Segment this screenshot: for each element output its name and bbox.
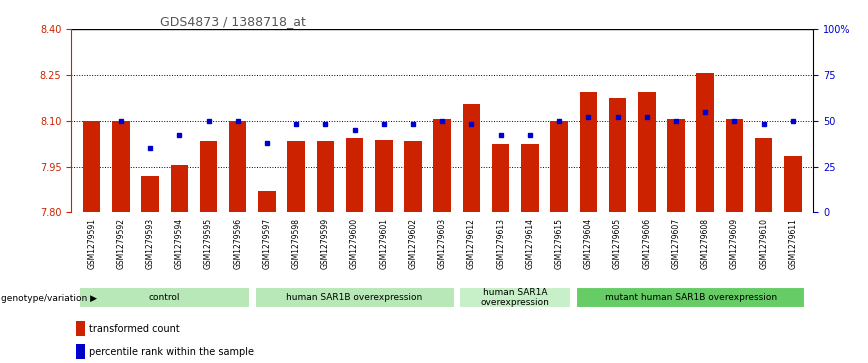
- Bar: [550, 121, 568, 212]
- Bar: [784, 156, 802, 212]
- Bar: [696, 73, 714, 212]
- Bar: [463, 104, 480, 212]
- Text: GSM1279599: GSM1279599: [321, 218, 330, 269]
- Text: GSM1279598: GSM1279598: [292, 218, 300, 269]
- Text: GSM1279594: GSM1279594: [174, 218, 184, 269]
- Bar: [638, 92, 655, 212]
- Bar: [141, 176, 159, 212]
- Bar: [170, 165, 188, 212]
- Text: human SAR1B overexpression: human SAR1B overexpression: [286, 293, 423, 302]
- Bar: [608, 98, 627, 212]
- Text: GSM1279593: GSM1279593: [146, 218, 155, 269]
- Text: GSM1279603: GSM1279603: [437, 218, 447, 269]
- Text: GSM1279602: GSM1279602: [409, 218, 418, 269]
- Text: GSM1279607: GSM1279607: [672, 218, 681, 269]
- Bar: [345, 138, 364, 212]
- Bar: [492, 144, 510, 212]
- Bar: [521, 144, 539, 212]
- Text: GSM1279608: GSM1279608: [700, 218, 710, 269]
- Text: GSM1279613: GSM1279613: [496, 218, 505, 269]
- Text: control: control: [149, 293, 181, 302]
- FancyBboxPatch shape: [576, 287, 806, 308]
- Bar: [76, 344, 85, 359]
- Bar: [317, 140, 334, 212]
- Text: genotype/variation ▶: genotype/variation ▶: [1, 294, 97, 303]
- Bar: [287, 140, 305, 212]
- Text: GSM1279610: GSM1279610: [760, 218, 768, 269]
- Text: GSM1279596: GSM1279596: [233, 218, 242, 269]
- Text: GSM1279615: GSM1279615: [555, 218, 563, 269]
- Bar: [229, 121, 247, 212]
- Bar: [258, 191, 276, 212]
- Bar: [200, 140, 217, 212]
- Text: GSM1279601: GSM1279601: [379, 218, 388, 269]
- Bar: [404, 140, 422, 212]
- Text: human SAR1A
overexpression: human SAR1A overexpression: [481, 288, 549, 307]
- Bar: [433, 119, 451, 212]
- Text: GSM1279600: GSM1279600: [350, 218, 359, 269]
- FancyBboxPatch shape: [459, 287, 571, 308]
- Text: GSM1279591: GSM1279591: [87, 218, 96, 269]
- Text: transformed count: transformed count: [89, 324, 181, 334]
- Text: GSM1279595: GSM1279595: [204, 218, 213, 269]
- Text: GSM1279611: GSM1279611: [788, 218, 798, 269]
- Text: GSM1279606: GSM1279606: [642, 218, 651, 269]
- Text: GSM1279597: GSM1279597: [262, 218, 272, 269]
- FancyBboxPatch shape: [79, 287, 250, 308]
- FancyBboxPatch shape: [254, 287, 455, 308]
- Text: GSM1279612: GSM1279612: [467, 218, 476, 269]
- Bar: [755, 138, 773, 212]
- Text: percentile rank within the sample: percentile rank within the sample: [89, 347, 254, 357]
- Text: GSM1279605: GSM1279605: [613, 218, 622, 269]
- Bar: [580, 92, 597, 212]
- Text: GSM1279609: GSM1279609: [730, 218, 739, 269]
- Text: GSM1279614: GSM1279614: [525, 218, 535, 269]
- Bar: [76, 321, 85, 336]
- Bar: [375, 140, 392, 212]
- Text: GSM1279604: GSM1279604: [584, 218, 593, 269]
- Bar: [82, 121, 101, 212]
- Text: GSM1279592: GSM1279592: [116, 218, 125, 269]
- Bar: [726, 119, 743, 212]
- Bar: [112, 121, 129, 212]
- Text: GDS4873 / 1388718_at: GDS4873 / 1388718_at: [161, 15, 306, 28]
- Bar: [667, 119, 685, 212]
- Text: mutant human SAR1B overexpression: mutant human SAR1B overexpression: [604, 293, 777, 302]
